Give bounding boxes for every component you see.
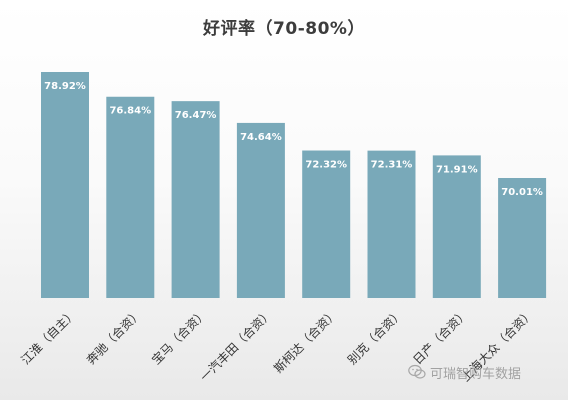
chart-title: 好评率（70-80%） <box>203 19 365 39</box>
bar <box>432 155 481 298</box>
bar-value-label: 76.84% <box>109 106 151 117</box>
bar-value-label: 72.32% <box>305 160 347 171</box>
watermark-text: 可瑞智购车数据 <box>430 366 522 382</box>
bar <box>367 150 416 298</box>
bar <box>41 72 89 298</box>
bar-value-label: 72.31% <box>371 160 413 171</box>
bar <box>498 178 547 298</box>
wechat-icon <box>408 364 426 379</box>
bar-value-label: 78.92% <box>44 81 86 92</box>
category-label: 江淮（自主） <box>19 306 80 367</box>
category-label: 别克（合资） <box>344 306 406 368</box>
bar-value-label: 76.47% <box>175 110 217 121</box>
bar-value-label: 74.64% <box>240 132 282 143</box>
category-label: 斯柯达（合资） <box>271 306 341 376</box>
bar <box>236 122 285 299</box>
category-label: 宝马（合资） <box>148 306 210 368</box>
category-label: 奔驰（合资） <box>83 306 145 368</box>
bar-value-labels: 78.92% 76.84% 76.47% 74.64% 72.32% 72.31% 71.9… <box>44 81 543 198</box>
bar <box>171 101 220 298</box>
bar <box>106 96 155 298</box>
bar-value-label: 70.01% <box>501 187 543 198</box>
watermark: 可瑞智购车数据 <box>408 362 521 382</box>
bar-value-label: 71.91% <box>436 164 478 175</box>
bar <box>302 150 351 298</box>
category-label: 日产（合资） <box>410 306 472 368</box>
bars-group <box>41 72 547 299</box>
